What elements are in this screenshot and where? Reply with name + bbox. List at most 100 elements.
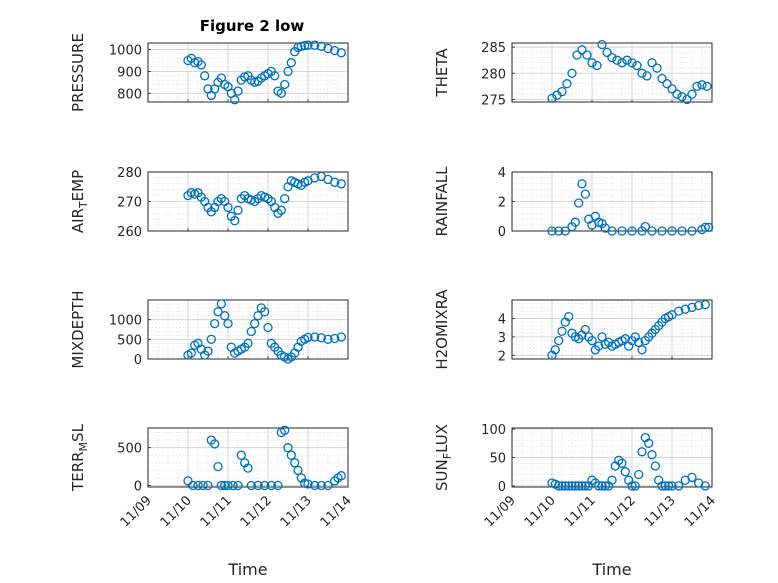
x-tick-label: 11/09 [118, 493, 155, 530]
data-point [303, 40, 313, 50]
data-point [662, 79, 672, 89]
data-point [564, 481, 574, 491]
data-point [650, 461, 660, 471]
data-point [186, 348, 196, 358]
x-tick-label: 11/13 [278, 493, 315, 530]
figure-title: Figure 2 low [200, 17, 305, 35]
data-point [577, 481, 587, 491]
y-tick-label: 0 [134, 353, 142, 368]
data-point [652, 63, 662, 73]
y-tick-label: 0 [498, 225, 506, 240]
data-point [200, 71, 210, 81]
data-point [310, 40, 320, 50]
data-point [694, 300, 704, 311]
data-point [266, 480, 276, 491]
data-point [330, 45, 340, 56]
subplot-air-temp: 260 270 280 AIRTEMP [69, 166, 349, 240]
data-point [260, 480, 270, 491]
data-point [283, 66, 293, 77]
data-point [680, 304, 690, 314]
data-point [273, 480, 283, 491]
y-tick-label: 0 [498, 480, 506, 495]
data-point [692, 81, 702, 91]
data-point [316, 480, 326, 491]
data-point [627, 226, 637, 236]
data-point [233, 205, 243, 215]
data-point [216, 299, 226, 309]
x-tick-label: 11/12 [238, 493, 275, 530]
y-axis-label: SUNFLUX [433, 424, 454, 491]
data-point [228, 480, 238, 491]
y-tick-label: 500 [117, 442, 142, 457]
data-point [597, 481, 607, 491]
data-point [303, 479, 313, 489]
data-point [206, 334, 216, 344]
y-tick-label: 280 [117, 166, 142, 181]
data-point [554, 335, 564, 346]
data-point [577, 45, 587, 55]
data-point [597, 332, 607, 342]
data-point [230, 95, 240, 105]
data-point [617, 226, 627, 236]
data-point [323, 43, 333, 54]
data-point [310, 173, 320, 183]
y-tick-label: 270 [117, 196, 142, 211]
data-point [196, 60, 206, 70]
data-point [246, 480, 256, 491]
y-axis-label: AIRTEMP [69, 170, 90, 233]
data-point [336, 179, 346, 189]
data-point [677, 226, 687, 236]
axes-box [147, 171, 349, 232]
data-point [580, 324, 590, 335]
data-point [263, 322, 273, 333]
data-point [647, 450, 657, 460]
data-point [637, 447, 647, 457]
data-point [330, 177, 340, 187]
x-axis-label: Time [227, 560, 267, 579]
x-tick-label: 11/14 [682, 493, 719, 530]
y-tick-label: 0 [134, 479, 142, 494]
data-point [594, 341, 604, 351]
data-point [687, 302, 697, 313]
x-tick-label: 11/09 [482, 493, 519, 530]
axes-box [511, 171, 713, 232]
data-point [562, 79, 572, 89]
subplot-theta: 275 280 285 THETA [433, 39, 713, 108]
data-point [580, 481, 590, 491]
data-point [253, 311, 263, 321]
data-point [560, 226, 570, 236]
axes-box [147, 42, 349, 103]
x-tick-label: 11/10 [158, 493, 195, 530]
y-tick-label: 100 [481, 423, 506, 438]
data-point [667, 226, 677, 236]
data-point [193, 56, 203, 67]
data-point [250, 318, 260, 329]
subplot-sun-flux: 0 50 100 SUNFLUX 11/09 11/10 11/11 11/12 11/13 11… [433, 423, 719, 579]
data-point [620, 467, 630, 477]
data-point [316, 41, 326, 51]
y-axis-label: H2OMIXRA [433, 289, 451, 370]
data-point [260, 307, 270, 317]
y-tick-label: 4 [498, 166, 506, 181]
data-point [647, 58, 657, 68]
x-tick-label: 11/12 [602, 493, 639, 530]
data-point [607, 475, 617, 485]
data-point [183, 476, 193, 486]
y-axis-label: TERRMSL [69, 423, 90, 492]
data-point [310, 332, 320, 342]
subplot-rainfall: 0 2 4 RAINFALL [433, 166, 714, 240]
axes-box [511, 299, 713, 360]
data-point [587, 58, 597, 68]
data-point [203, 346, 213, 356]
y-tick-label: 285 [481, 41, 506, 56]
data-point [702, 81, 712, 91]
data-point [286, 450, 296, 460]
data-point [577, 179, 587, 189]
data-point [203, 480, 213, 491]
data-point [602, 47, 612, 58]
data-point [557, 481, 567, 491]
data-point [253, 480, 263, 491]
y-tick-label: 275 [481, 93, 506, 108]
data-point [700, 481, 710, 491]
data-point [677, 92, 687, 102]
